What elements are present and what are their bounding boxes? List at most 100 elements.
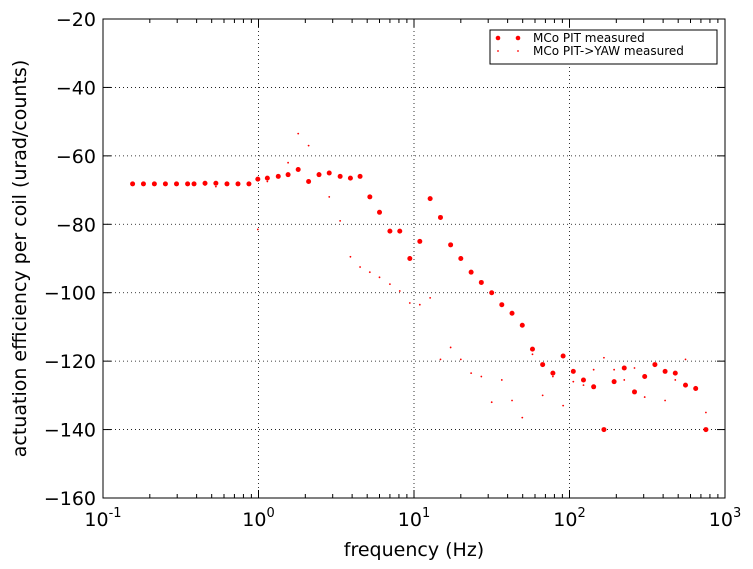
pit-yaw-point xyxy=(664,399,667,402)
x-tick-label: 10-1 xyxy=(84,506,121,531)
y-tick-label: −20 xyxy=(56,9,96,31)
pit-point xyxy=(357,173,363,179)
legend-marker-pit xyxy=(495,35,501,41)
pit-yaw-point xyxy=(459,358,462,361)
pit-point xyxy=(621,365,627,371)
pit-yaw-point xyxy=(551,375,554,378)
legend-box xyxy=(489,29,718,65)
pit-yaw-point xyxy=(633,367,636,369)
pit-yaw-point xyxy=(287,161,289,164)
pit-yaw-point xyxy=(511,399,513,402)
y-tick-label: −40 xyxy=(56,77,96,99)
pit-yaw-point xyxy=(582,384,585,386)
pit-yaw-point xyxy=(705,411,707,414)
pit-yaw-point xyxy=(500,379,503,381)
pit-point xyxy=(367,194,373,200)
pit-point xyxy=(683,382,689,388)
pit-point xyxy=(417,238,423,244)
y-tick-label: −100 xyxy=(44,283,96,305)
pit-yaw-point xyxy=(204,184,206,186)
pit-point xyxy=(448,242,454,248)
y-axis-label: actuation efficiency per coil (urad/coun… xyxy=(9,60,31,457)
y-tick-label: −120 xyxy=(44,351,96,373)
pit-yaw-point xyxy=(480,375,483,378)
pit-point xyxy=(672,370,678,376)
pit-yaw-point xyxy=(398,290,401,292)
y-tick-label: −80 xyxy=(56,214,96,236)
pit-point xyxy=(458,256,464,261)
pit-point xyxy=(235,181,241,187)
pit-yaw-point xyxy=(603,356,605,359)
pit-point xyxy=(202,180,208,186)
pit-yaw-point xyxy=(531,353,534,356)
x-axis-label: frequency (Hz) xyxy=(344,539,484,561)
pit-point xyxy=(478,279,484,285)
x-tick-label: 102 xyxy=(553,506,585,531)
pit-point xyxy=(652,362,658,368)
pit-yaw-point xyxy=(418,303,421,306)
pit-point xyxy=(550,370,556,376)
pit-point xyxy=(264,175,270,181)
pit-yaw-point xyxy=(389,283,391,286)
pit-point xyxy=(326,170,332,176)
pit-yaw-point xyxy=(164,183,167,185)
pit-point xyxy=(316,172,322,178)
pit-yaw-point xyxy=(674,379,677,381)
legend-marker-pit-yaw xyxy=(497,50,499,52)
pit-yaw-point xyxy=(408,302,411,304)
pit-point xyxy=(703,427,709,433)
pit-yaw-point xyxy=(613,368,616,371)
pit-yaw-point xyxy=(226,184,228,186)
pit-yaw-point xyxy=(297,132,300,135)
pit-point xyxy=(224,181,230,187)
pit-yaw-point xyxy=(318,172,320,174)
pit-yaw-point xyxy=(490,401,493,404)
pit-point xyxy=(611,379,617,385)
pit-yaw-point xyxy=(572,380,575,383)
pit-point xyxy=(377,209,383,215)
plot-frame xyxy=(102,18,726,499)
pit-yaw-point xyxy=(256,228,259,231)
pit-point xyxy=(295,167,301,173)
pit-point xyxy=(631,389,637,395)
pit-point xyxy=(468,269,474,275)
pit-yaw-point xyxy=(521,416,524,419)
legend-marker-pit xyxy=(515,35,521,41)
legend-marker-pit-yaw xyxy=(517,50,519,52)
pit-point xyxy=(191,181,197,187)
pit-point xyxy=(489,290,495,296)
legend-label-pit: MCo PIT measured xyxy=(533,31,645,45)
pit-point xyxy=(427,196,433,202)
y-tick-label: −60 xyxy=(56,146,96,168)
pit-point xyxy=(213,180,219,186)
pit-point xyxy=(499,302,505,308)
pit-point xyxy=(285,172,291,178)
pit-yaw-point xyxy=(328,196,331,198)
pit-yaw-point xyxy=(186,183,189,185)
pit-point xyxy=(337,173,343,179)
x-tick-label: 101 xyxy=(398,506,430,531)
pit-point xyxy=(519,322,525,328)
pit-point xyxy=(662,368,668,374)
pit-point xyxy=(540,362,546,368)
pit-point xyxy=(642,374,648,380)
y-axis-ticks: −20 −40 −60 −80 −100 −120 −140 −160 xyxy=(44,9,725,510)
pit-yaw-point xyxy=(541,394,544,397)
pit-point xyxy=(591,384,597,390)
pit-yaw-point xyxy=(684,358,687,361)
pit-point xyxy=(387,228,393,234)
pit-point xyxy=(580,377,586,383)
pit-point xyxy=(529,346,535,352)
pit-yaw-point xyxy=(266,180,269,183)
pit-point xyxy=(407,256,413,261)
pit-yaw-point xyxy=(592,368,595,371)
pit-point xyxy=(275,173,281,179)
pit-yaw-point xyxy=(349,255,352,258)
pit-yaw-point xyxy=(643,396,646,398)
pit-point xyxy=(601,427,607,433)
pit-point xyxy=(255,176,261,182)
pit-yaw-point xyxy=(470,372,473,375)
pit-point xyxy=(347,175,353,181)
pit-yaw-point xyxy=(359,266,361,268)
legend-label-pit-yaw: MCo PIT->YAW measured xyxy=(533,44,684,58)
